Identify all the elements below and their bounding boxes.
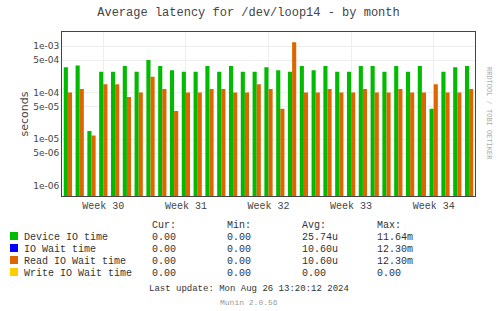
svg-text:11.64m: 11.64m — [377, 232, 413, 243]
svg-text:Munin 2.0.56: Munin 2.0.56 — [220, 298, 278, 307]
svg-text:Week 34: Week 34 — [413, 201, 455, 212]
svg-text:0.00: 0.00 — [152, 232, 176, 243]
svg-text:IO Wait time: IO Wait time — [24, 244, 96, 255]
svg-text:1e-04: 1e-04 — [33, 88, 59, 98]
svg-text:Write IO Wait time: Write IO Wait time — [24, 268, 132, 279]
svg-text:25.74u: 25.74u — [302, 232, 338, 243]
svg-text:RRDTOOL / TOBI OETIKER: RRDTOOL / TOBI OETIKER — [485, 67, 493, 160]
svg-text:Week 33: Week 33 — [330, 201, 372, 212]
svg-text:1e-05: 1e-05 — [33, 134, 59, 144]
svg-text:Device IO time: Device IO time — [24, 232, 108, 243]
svg-text:12.30m: 12.30m — [377, 244, 413, 255]
svg-text:0.00: 0.00 — [152, 244, 176, 255]
svg-text:1e-06: 1e-06 — [33, 181, 59, 191]
svg-text:0.00: 0.00 — [152, 256, 176, 267]
svg-text:5e-06: 5e-06 — [33, 148, 59, 158]
svg-text:Read IO Wait time: Read IO Wait time — [24, 256, 126, 267]
svg-text:1e-03: 1e-03 — [33, 41, 59, 51]
svg-text:0.00: 0.00 — [227, 244, 251, 255]
svg-text:10.60u: 10.60u — [302, 244, 338, 255]
svg-text:0.00: 0.00 — [227, 256, 251, 267]
svg-text:Max:: Max: — [377, 220, 401, 231]
svg-text:Average latency for /dev/loop1: Average latency for /dev/loop14 - by mon… — [97, 6, 399, 20]
svg-text:Week 30: Week 30 — [82, 201, 124, 212]
svg-text:0.00: 0.00 — [377, 268, 401, 279]
svg-text:Min:: Min: — [227, 220, 251, 231]
svg-text:12.30m: 12.30m — [377, 256, 413, 267]
svg-text:Last update: Mon Aug 26 13:20:: Last update: Mon Aug 26 13:20:12 2024 — [149, 284, 349, 294]
svg-text:5e-04: 5e-04 — [33, 55, 59, 65]
svg-text:5e-05: 5e-05 — [33, 102, 59, 112]
svg-text:Cur:: Cur: — [152, 220, 176, 231]
svg-text:Avg:: Avg: — [302, 220, 326, 231]
svg-text:0.00: 0.00 — [227, 268, 251, 279]
svg-text:0.00: 0.00 — [152, 268, 176, 279]
svg-text:0.00: 0.00 — [227, 232, 251, 243]
svg-text:Week 32: Week 32 — [247, 201, 289, 212]
svg-text:seconds: seconds — [18, 91, 31, 136]
svg-text:0.00: 0.00 — [302, 268, 326, 279]
svg-text:10.60u: 10.60u — [302, 256, 338, 267]
svg-text:Week 31: Week 31 — [165, 201, 207, 212]
